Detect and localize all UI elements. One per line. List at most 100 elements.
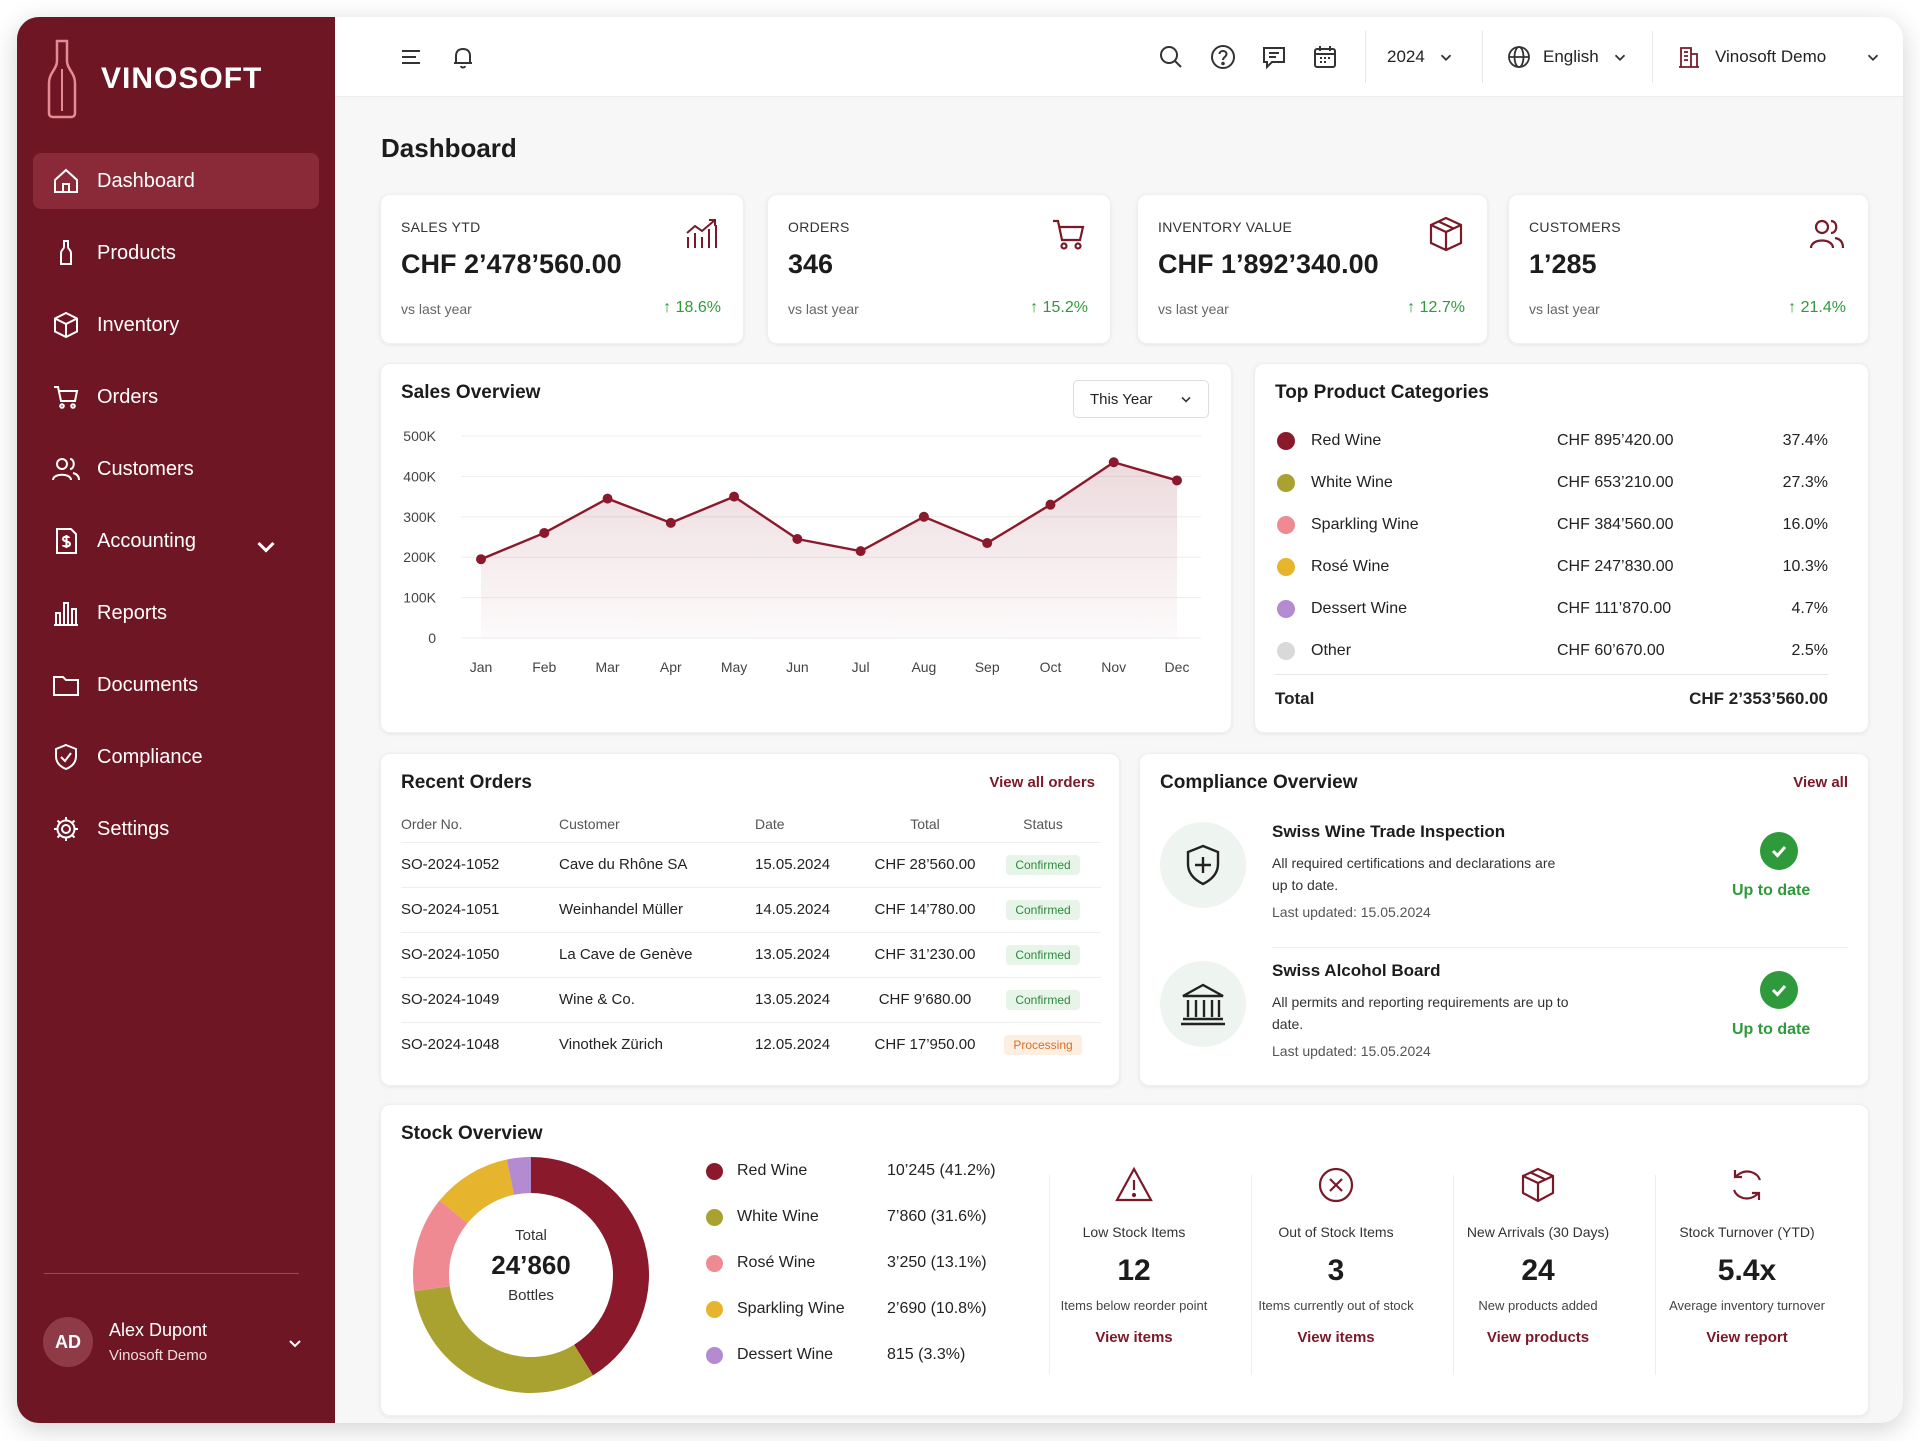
compliance-overview-card: Compliance Overview View all Swiss Wine … bbox=[1139, 753, 1869, 1086]
table-row[interactable]: SO-2024-1050 La Cave de Genève 13.05.202… bbox=[401, 931, 1101, 977]
table-row[interactable]: SO-2024-1049 Wine & Co. 13.05.2024 CHF 9… bbox=[401, 976, 1101, 1022]
chevron-down-icon[interactable] bbox=[285, 1333, 305, 1353]
order-customer: Cave du Rhône SA bbox=[559, 841, 755, 887]
category-pct: 16.0% bbox=[1782, 516, 1828, 533]
sidebar-item-customers[interactable]: Customers bbox=[33, 441, 319, 497]
compliance-icon-circle bbox=[1160, 822, 1246, 908]
stat-turnover: Stock Turnover (YTD) 5.4x Average invent… bbox=[1647, 1165, 1847, 1346]
logo[interactable]: VINOSOFT bbox=[47, 39, 262, 119]
check-icon bbox=[1760, 971, 1798, 1009]
sidebar-item-settings[interactable]: Settings bbox=[33, 801, 319, 857]
x-tick-label: Mar bbox=[595, 659, 619, 675]
x-tick-label: Aug bbox=[911, 659, 936, 675]
chat-icon[interactable] bbox=[1260, 43, 1288, 71]
shield-plus-icon bbox=[1186, 844, 1220, 886]
compliance-item[interactable]: Swiss Alcohol Board All permits and repo… bbox=[1160, 961, 1848, 1081]
arrow-up-icon: ↑ bbox=[1788, 299, 1801, 316]
order-date: 13.05.2024 bbox=[755, 931, 865, 977]
sales-point bbox=[1172, 475, 1182, 486]
compliance-item[interactable]: Swiss Wine Trade Inspection All required… bbox=[1160, 822, 1848, 948]
arrow-up-icon: ↑ bbox=[1407, 299, 1420, 316]
category-name: Rosé Wine bbox=[1311, 558, 1390, 575]
category-row: White Wine CHF 653’210.00 27.3% bbox=[1277, 469, 1828, 497]
category-row: Red Wine CHF 895’420.00 37.4% bbox=[1277, 427, 1828, 455]
kpi-value: 346 bbox=[788, 249, 834, 279]
sidebar-item-label: Customers bbox=[97, 457, 194, 480]
card-title: Stock Overview bbox=[401, 1123, 543, 1144]
table-row[interactable]: SO-2024-1052 Cave du Rhône SA 15.05.2024… bbox=[401, 841, 1101, 887]
view-items-link[interactable]: View items bbox=[1095, 1329, 1173, 1346]
column-header: Total bbox=[910, 815, 940, 832]
sales-point bbox=[729, 491, 740, 502]
bottle-icon bbox=[60, 240, 72, 265]
page-title: Dashboard bbox=[381, 133, 517, 163]
sidebar-item-orders[interactable]: Orders bbox=[33, 369, 319, 425]
category-pct: 27.3% bbox=[1782, 474, 1828, 491]
menu-icon[interactable] bbox=[397, 43, 425, 71]
stock-legend-item: Dessert Wine 815 (3.3%) bbox=[706, 1341, 1006, 1369]
language-selector[interactable]: English bbox=[1507, 17, 1629, 97]
sidebar-item-documents[interactable]: Documents bbox=[33, 657, 319, 713]
status-badge: Confirmed bbox=[1006, 854, 1080, 875]
view-all-orders-link[interactable]: View all orders bbox=[989, 774, 1095, 791]
calendar-icon[interactable] bbox=[1311, 43, 1339, 71]
year-value: 2024 bbox=[1387, 47, 1425, 66]
legend-name: Red Wine bbox=[737, 1162, 808, 1179]
view-all-compliance-link[interactable]: View all bbox=[1793, 774, 1848, 791]
status-badge: Processing bbox=[1004, 1034, 1082, 1055]
view-report-link[interactable]: View report bbox=[1706, 1329, 1788, 1346]
table-row[interactable]: SO-2024-1051 Weinhandel Müller 14.05.202… bbox=[401, 886, 1101, 932]
building-icon bbox=[1679, 47, 1699, 68]
year-selector[interactable]: 2024 bbox=[1387, 17, 1455, 97]
range-value: This Year bbox=[1090, 390, 1153, 408]
logo-text: VINOSOFT bbox=[101, 62, 263, 95]
search-icon[interactable] bbox=[1157, 43, 1185, 71]
kpi-label: INVENTORY VALUE bbox=[1158, 219, 1293, 235]
sales-line bbox=[480, 460, 1178, 561]
x-tick-label: Oct bbox=[1040, 659, 1062, 675]
cart-icon bbox=[1053, 219, 1085, 250]
category-color-dot bbox=[1277, 600, 1295, 618]
view-items-link[interactable]: View items bbox=[1297, 1329, 1375, 1346]
sales-point bbox=[982, 538, 993, 549]
category-name: Sparkling Wine bbox=[1311, 516, 1419, 533]
stat-new-arrivals: New Arrivals (30 Days) 24 New products a… bbox=[1443, 1165, 1633, 1346]
order-total: CHF 28’560.00 bbox=[865, 841, 985, 887]
kpi-sub: vs last year bbox=[1158, 301, 1229, 317]
sidebar-item-reports[interactable]: Reports bbox=[33, 585, 319, 641]
help-icon[interactable] bbox=[1209, 43, 1237, 71]
kpi-change: ↑ 12.7% bbox=[1407, 299, 1465, 317]
sales-area bbox=[481, 462, 1177, 638]
y-tick-label: 0 bbox=[428, 630, 436, 646]
status-badge: Confirmed bbox=[1006, 989, 1080, 1010]
compliance-title: Swiss Alcohol Board bbox=[1272, 961, 1441, 980]
sidebar-item-accounting[interactable]: Accounting bbox=[33, 513, 319, 569]
sidebar-item-inventory[interactable]: Inventory bbox=[33, 297, 319, 353]
legend-name: White Wine bbox=[737, 1208, 819, 1225]
table-row[interactable]: SO-2024-1048 Vinothek Zürich 12.05.2024 … bbox=[401, 1021, 1101, 1067]
kpi-sub: vs last year bbox=[401, 301, 472, 317]
bell-icon[interactable] bbox=[449, 43, 477, 71]
chevron-down-icon[interactable] bbox=[251, 531, 281, 561]
sidebar-item-dashboard[interactable]: Dashboard bbox=[33, 153, 319, 209]
y-tick-label: 200K bbox=[403, 549, 436, 565]
order-date: 14.05.2024 bbox=[755, 886, 865, 932]
stat-divider bbox=[1453, 1175, 1454, 1375]
category-value: CHF 111’870.00 bbox=[1557, 600, 1672, 617]
sidebar-item-compliance[interactable]: Compliance bbox=[33, 729, 319, 785]
kpi-value: 1’285 bbox=[1529, 249, 1597, 279]
language-value: English bbox=[1543, 47, 1599, 66]
shield-check-icon bbox=[55, 743, 77, 771]
sidebar-item-products[interactable]: Products bbox=[33, 225, 319, 281]
donut-value: 24’860 bbox=[491, 1250, 571, 1280]
company-selector[interactable]: Vinosoft Demo bbox=[1677, 17, 1882, 97]
legend-value: 3’250 (13.1%) bbox=[887, 1254, 987, 1271]
user-profile[interactable]: AD Alex Dupont Vinosoft Demo bbox=[43, 1317, 305, 1367]
compliance-divider bbox=[1272, 947, 1848, 948]
stat-divider bbox=[1049, 1175, 1050, 1375]
stat-out-of-stock: Out of Stock Items 3 Items currently out… bbox=[1241, 1165, 1431, 1346]
range-dropdown[interactable]: This Year bbox=[1073, 380, 1209, 418]
view-products-link[interactable]: View products bbox=[1486, 1329, 1590, 1346]
card-title: Top Product Categories bbox=[1275, 382, 1489, 403]
kpi-card-customers: CUSTOMERS 1’285 vs last year ↑ 21.4% bbox=[1508, 194, 1869, 344]
